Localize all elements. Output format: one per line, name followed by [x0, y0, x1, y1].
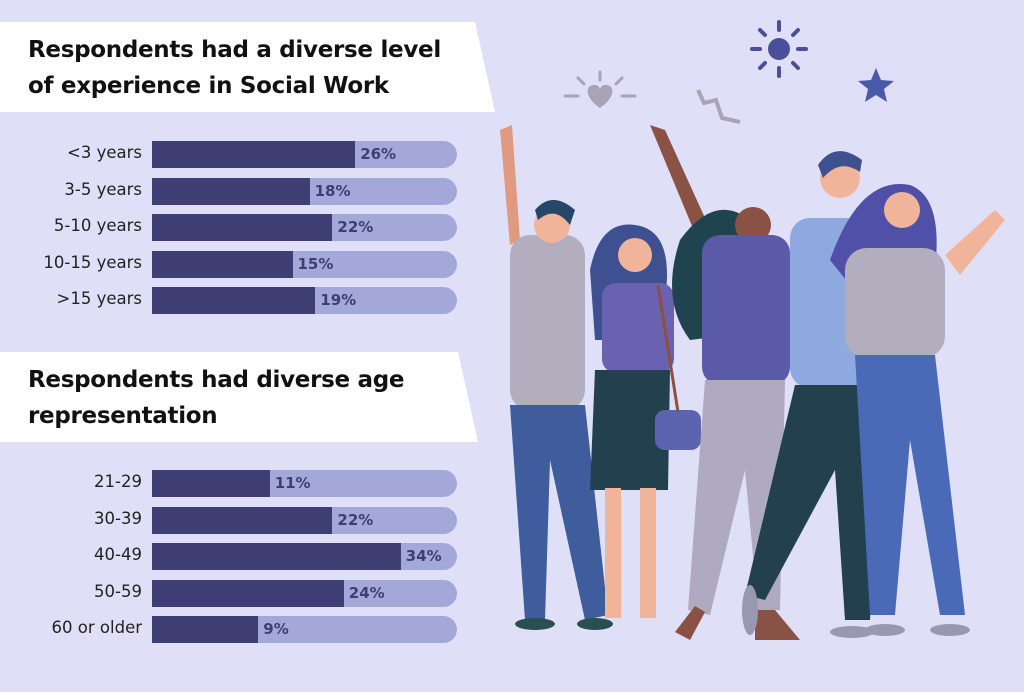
bar-row: 30-39 22%	[0, 506, 470, 534]
bar-track: 18%	[152, 177, 457, 205]
bar	[152, 470, 270, 497]
bar	[152, 616, 259, 643]
title-line: Respondents had diverse age	[28, 367, 405, 393]
bar-track: 34%	[152, 543, 457, 570]
value-label: 22%	[337, 510, 374, 529]
experience-title: Respondents had a diverse level of experi…	[28, 32, 441, 104]
experience-title-banner: Respondents had a diverse level of experi…	[0, 22, 495, 112]
bar-row: 50-59 24%	[0, 579, 470, 607]
bar-track: 11%	[152, 470, 457, 497]
bar-row: 60 or older 9%	[0, 616, 470, 643]
category-label: 60 or older	[51, 618, 142, 637]
category-label: 40-49	[94, 545, 142, 564]
bar	[152, 506, 333, 534]
category-label: 5-10 years	[53, 216, 142, 235]
title-line: Respondents had a diverse level	[28, 37, 441, 63]
value-label: 26%	[360, 145, 397, 163]
bar	[152, 579, 344, 607]
title-line: representation	[28, 403, 218, 429]
category-label: >15 years	[56, 289, 142, 308]
bar	[152, 141, 356, 168]
title-line: of experience in Social Work	[28, 73, 389, 99]
bar-track: 22%	[152, 506, 457, 534]
category-label: <3 years	[67, 143, 142, 162]
group-of-people-icon	[500, 20, 1005, 640]
value-label: 22%	[337, 218, 374, 236]
bar	[152, 287, 316, 314]
age-title: Respondents had diverse age representatio…	[28, 362, 405, 434]
category-label: 21-29	[94, 472, 142, 491]
bar-track: 15%	[152, 250, 457, 278]
bar-row: <3 years 26%	[0, 141, 470, 168]
person	[500, 125, 613, 630]
bar	[152, 543, 401, 570]
bar-row: 5-10 years 22%	[0, 214, 470, 241]
bar-track: 19%	[152, 287, 457, 314]
zigzag-icon	[696, 89, 741, 124]
bar	[152, 177, 310, 205]
bar-row: >15 years 19%	[0, 287, 470, 314]
value-label: 19%	[320, 291, 357, 309]
value-label: 9%	[263, 620, 289, 638]
category-label: 10-15 years	[43, 252, 142, 272]
category-label: 3-5 years	[64, 179, 142, 199]
bar-track: 26%	[152, 141, 457, 168]
sun-icon	[750, 20, 808, 78]
value-label: 24%	[348, 583, 385, 602]
bar-row: 21-29 11%	[0, 470, 470, 497]
bar	[152, 214, 333, 241]
bar-track: 24%	[152, 579, 457, 607]
age-title-banner: Respondents had diverse age representatio…	[0, 352, 478, 442]
value-label: 15%	[297, 254, 334, 273]
bar-track: 9%	[152, 616, 457, 643]
value-label: 18%	[314, 181, 351, 200]
star-icon	[858, 68, 894, 102]
bar-row: 10-15 years 15%	[0, 250, 470, 278]
category-label: 50-59	[94, 581, 142, 601]
value-label: 34%	[405, 547, 442, 565]
person	[830, 183, 1005, 636]
value-label: 11%	[274, 474, 311, 492]
bar-row: 3-5 years 18%	[0, 177, 470, 205]
bar-row: 40-49 34%	[0, 543, 470, 570]
person	[590, 224, 701, 618]
bar	[152, 250, 293, 278]
heart-icon	[563, 70, 637, 108]
bar-track: 22%	[152, 214, 457, 241]
category-label: 30-39	[94, 508, 142, 528]
